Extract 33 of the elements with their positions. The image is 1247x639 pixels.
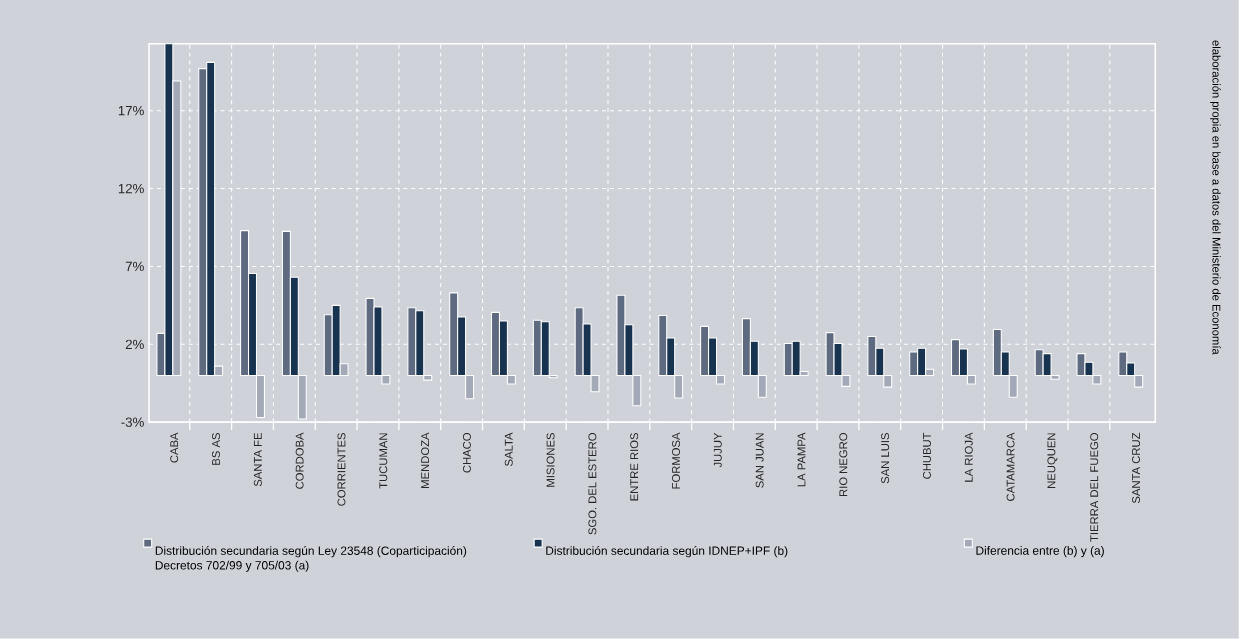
- x-tick-label: ENTRE RIOS: [630, 433, 639, 501]
- x-tick-label: CORRIENTES: [337, 433, 346, 506]
- x-tick-label: LA PAMPA: [797, 432, 806, 487]
- x-tick-label: CHUBUT: [922, 432, 931, 479]
- x-tick-label: LA RIOJA: [964, 432, 973, 482]
- legend-label: Distribución secundaria según IDNEP+IPF (b): [546, 546, 788, 558]
- x-tick-label: SANTA CRUZ: [1132, 433, 1141, 504]
- x-tick-label: JUJUY: [713, 432, 722, 468]
- x-tick-label: TUCUMAN: [379, 433, 388, 489]
- legend-label: Distribución secundaria según Ley 23548 (Coparticipación) Decretos 702/99 y 705/03 (a): [155, 546, 467, 572]
- x-tick-label: FORMOSA: [672, 432, 680, 489]
- y-tick-label: -3%: [121, 417, 144, 427]
- x-tick-label: CHACO: [462, 433, 471, 473]
- x-tick-label: TIERRA DEL FUEGO: [1090, 433, 1099, 542]
- x-tick-label: MENDOZA: [421, 432, 430, 489]
- y-tick-label: 7%: [125, 261, 144, 272]
- x-tick-label: SAN LUIS: [881, 433, 890, 484]
- y-tick-label: 17%: [118, 106, 144, 116]
- x-tick-label: RIO NEGRO: [839, 433, 848, 497]
- x-tick-label: BS AS: [212, 433, 220, 465]
- x-tick-label: SANTA FE: [253, 433, 262, 487]
- x-tick-label: SALTA: [504, 432, 513, 467]
- text: elaboración propia en base a datos del Ministerio de Economía: [1210, 40, 1221, 355]
- x-tick-label: CABA: [170, 432, 179, 463]
- x-tick-label: CATAMARCA: [1006, 432, 1015, 502]
- x-tick-label: NEUQUEN: [1047, 433, 1058, 489]
- y-tick-label: 12%: [118, 184, 144, 194]
- y-tick-label: 2%: [125, 339, 144, 350]
- legend-label: Diferencia entre (b) y (a): [976, 546, 1104, 558]
- x-tick-label: SGO. DEL ESTERO: [588, 433, 597, 535]
- x-tick-label: CORDOBA: [295, 432, 304, 489]
- x-tick-label: SAN JUAN: [755, 433, 764, 488]
- x-tick-label: MISIONES: [546, 433, 555, 487]
